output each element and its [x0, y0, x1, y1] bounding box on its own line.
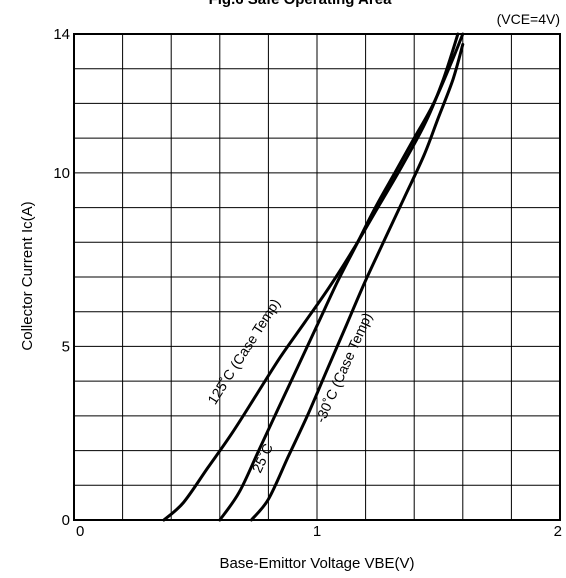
series-group — [162, 32, 465, 522]
y-tick-label: 10 — [53, 165, 70, 182]
series-line — [218, 32, 465, 522]
series-label: 25˚C — [249, 441, 276, 475]
x-tick-label: 2 — [554, 523, 562, 540]
series-line — [162, 32, 460, 522]
y-axis-title: Collector Current Ic(A) — [19, 201, 36, 350]
x-tick-label: 1 — [313, 523, 321, 540]
y-tick-label: 5 — [62, 338, 70, 355]
condition-label: (VCE=4V) — [497, 11, 560, 27]
series-line — [249, 42, 465, 522]
x-tick-label: 0 — [76, 523, 84, 540]
series-label: 125˚C (Case Temp) — [204, 296, 283, 407]
y-tick-label: 14 — [53, 26, 70, 43]
chart-title: Fig.6 Safe Operating Area — [209, 0, 392, 8]
x-axis-title: Base-Emittor Voltage VBE(V) — [219, 555, 414, 572]
tick-labels: 0 1 2 0 5 10 14 — [53, 26, 562, 540]
y-tick-label: 0 — [62, 512, 70, 529]
grid — [74, 34, 560, 520]
plot-frame — [73, 33, 561, 521]
